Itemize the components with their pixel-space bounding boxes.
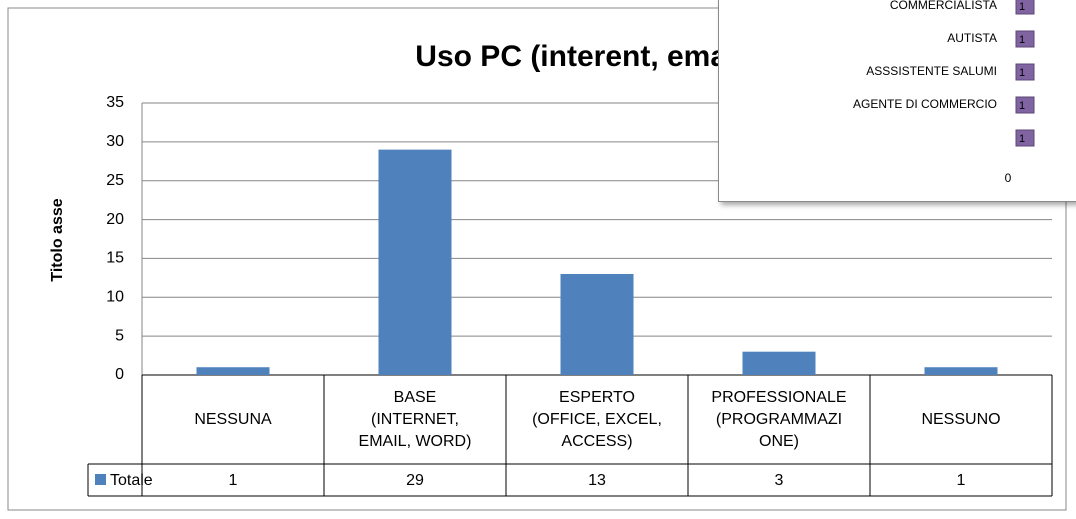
bar — [1015, 96, 1035, 114]
y-tick-label: AGENTE DI COMMERCIO — [853, 97, 997, 111]
bar — [196, 367, 270, 375]
table-value: 13 — [588, 472, 606, 489]
y-tick-label: ASSSISTENTE SALUMI — [866, 64, 997, 78]
bar — [924, 367, 998, 375]
x-tick-label: NESSUNO — [921, 410, 1001, 428]
table-value: 3 — [775, 472, 784, 489]
y-tick-label: AUTISTA — [947, 31, 997, 45]
table-value: 29 — [406, 472, 424, 489]
bar — [378, 149, 452, 375]
bar — [1015, 63, 1035, 81]
data-label: 1 — [1019, 1, 1025, 13]
x-tick-label: BASE (INTERNET, EMAIL, WORD) — [358, 388, 472, 450]
chart: 0 COMMERCIALISTA 1 AUTISTA 1 ASSSISTENTE SALU… — [853, 0, 1035, 185]
x-tick-label: NESSUNA — [194, 410, 272, 428]
data-label: 1 — [1019, 133, 1025, 145]
y-tick-label: 5 — [115, 327, 124, 344]
data-label: 1 — [1019, 100, 1025, 112]
x-tick-label: ESPERTO (OFFICE, EXCEL, ACCESS) — [532, 388, 662, 450]
bar — [1015, 30, 1035, 48]
y-tick-label: 30 — [106, 133, 124, 150]
x-tick-label: PROFESSIONALE (PROGRAMMAZI ONE) — [711, 388, 847, 450]
y-axis-label: Titolo asse — [49, 198, 66, 281]
bar — [1015, 129, 1035, 147]
y-tick-label: 15 — [106, 250, 124, 267]
y-tick-label: 10 — [106, 289, 124, 306]
legend-label: Totale — [110, 472, 153, 489]
legend-swatch — [95, 474, 106, 485]
y-tick-label: 20 — [106, 211, 124, 228]
bar — [560, 273, 634, 375]
bar — [742, 351, 816, 375]
x-tick-label: 0 — [1005, 171, 1012, 185]
data-label: 1 — [1019, 67, 1025, 79]
y-tick-label: 35 — [106, 94, 124, 111]
data-label: 1 — [1019, 34, 1025, 46]
y-tick-label: 0 — [115, 366, 124, 383]
bar — [1015, 0, 1035, 15]
y-tick-label: COMMERCIALISTA — [890, 0, 997, 12]
overlay-chart: 0 COMMERCIALISTA 1 AUTISTA 1 ASSSISTENTE SALU… — [718, 0, 1076, 202]
table-value: 1 — [229, 472, 238, 489]
y-tick-label: 25 — [106, 172, 124, 189]
table-value: 1 — [957, 472, 966, 489]
